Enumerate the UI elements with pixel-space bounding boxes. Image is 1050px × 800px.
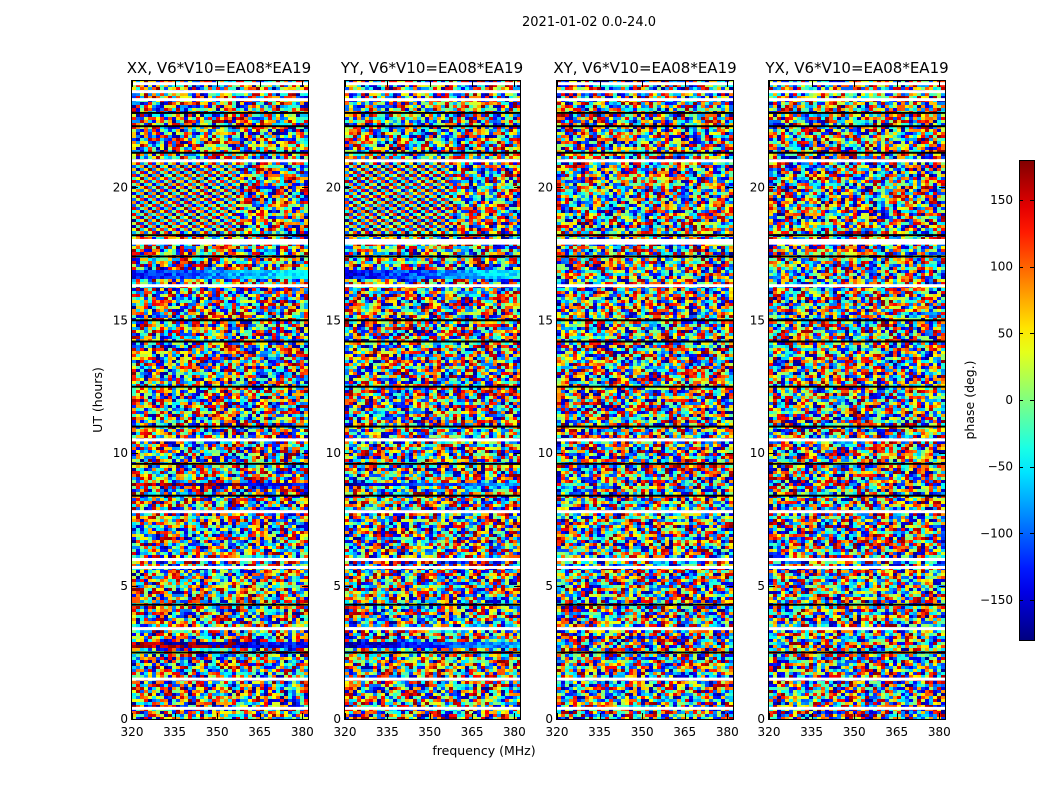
y-axis-label: UT (hours) — [90, 367, 105, 433]
figure-title: 2021-01-02 0.0-24.0 — [522, 15, 656, 30]
colorbar-tick-label: 100 — [990, 260, 1013, 274]
x-tick-label: 335 — [588, 725, 611, 739]
y-tick-label: 5 — [120, 579, 128, 593]
x-tick-label: 365 — [673, 725, 696, 739]
x-tick-label: 335 — [800, 725, 823, 739]
panel-yy: YY, V6*V10=EA08*EA19 320 335 350 365 380 0 5 10… — [326, 59, 536, 758]
x-tick-label: 320 — [758, 725, 781, 739]
x-tick-label: 350 — [418, 725, 441, 739]
y-tick-label: 0 — [120, 712, 128, 726]
panel-title: YY, V6*V10=EA08*EA19 — [340, 59, 523, 77]
y-tick-label: 10 — [750, 446, 765, 460]
panel-title: XY, V6*V10=EA08*EA19 — [553, 59, 736, 77]
y-tick-label: 15 — [538, 313, 553, 327]
panel-xx: XX, V6*V10=EA08*EA19 320 335 350 365 380 0 5 10… — [90, 59, 314, 739]
y-tick-label: 10 — [113, 446, 128, 460]
x-tick-label: 350 — [206, 725, 229, 739]
x-tick-label: 365 — [248, 725, 271, 739]
x-tick-label: 350 — [631, 725, 654, 739]
y-tick-label: 20 — [326, 180, 341, 194]
x-tick-label: 320 — [121, 725, 144, 739]
x-tick-label: 320 — [546, 725, 569, 739]
x-tick-label: 380 — [291, 725, 314, 739]
y-tick-label: 10 — [538, 446, 553, 460]
y-tick-label: 15 — [750, 313, 765, 327]
y-tick-label: 15 — [113, 313, 128, 327]
colorbar-tick-label: −150 — [980, 593, 1013, 607]
colorbar-tick-label: 150 — [990, 193, 1013, 207]
phase-heatmap — [345, 81, 521, 720]
y-tick-label: 5 — [757, 579, 765, 593]
y-tick-label: 20 — [750, 180, 765, 194]
x-tick-label: 380 — [503, 725, 526, 739]
panel-xy: XY, V6*V10=EA08*EA19 320 335 350 365 380 0 5 10… — [538, 59, 739, 739]
panel-title: XX, V6*V10=EA08*EA19 — [127, 59, 311, 77]
y-tick-label: 5 — [545, 579, 553, 593]
y-tick-label: 20 — [113, 180, 128, 194]
x-tick-label: 365 — [885, 725, 908, 739]
x-tick-label: 380 — [928, 725, 951, 739]
y-tick-label: 0 — [757, 712, 765, 726]
colorbar-tick-label: −100 — [980, 526, 1013, 540]
x-axis-label: frequency (MHz) — [432, 743, 535, 758]
y-tick-label: 5 — [333, 579, 341, 593]
x-tick-label: 365 — [461, 725, 484, 739]
colorbar-label: phase (deg.) — [962, 361, 977, 440]
colorbar: −150 −100 −50 0 50 100 150 phase (deg.) — [962, 160, 1035, 641]
phase-heatmap — [132, 81, 308, 720]
colorbar-tick-label: 0 — [1005, 393, 1013, 407]
x-tick-label: 320 — [334, 725, 357, 739]
y-tick-label: 20 — [538, 180, 553, 194]
phase-heatmap — [557, 81, 733, 720]
y-tick-label: 0 — [545, 712, 553, 726]
y-tick-label: 10 — [326, 446, 341, 460]
x-tick-label: 350 — [843, 725, 866, 739]
x-tick-label: 335 — [163, 725, 186, 739]
colorbar-tick-label: 50 — [998, 326, 1013, 340]
panel-yx: YX, V6*V10=EA08*EA19 320 335 350 365 380 0 5 10… — [750, 59, 951, 739]
colorbar-tick-label: −50 — [988, 460, 1013, 474]
y-tick-label: 15 — [326, 313, 341, 327]
phase-heatmap — [769, 81, 945, 720]
x-tick-label: 335 — [376, 725, 399, 739]
x-tick-label: 380 — [716, 725, 739, 739]
y-tick-label: 0 — [333, 712, 341, 726]
panel-title: YX, V6*V10=EA08*EA19 — [764, 59, 948, 77]
